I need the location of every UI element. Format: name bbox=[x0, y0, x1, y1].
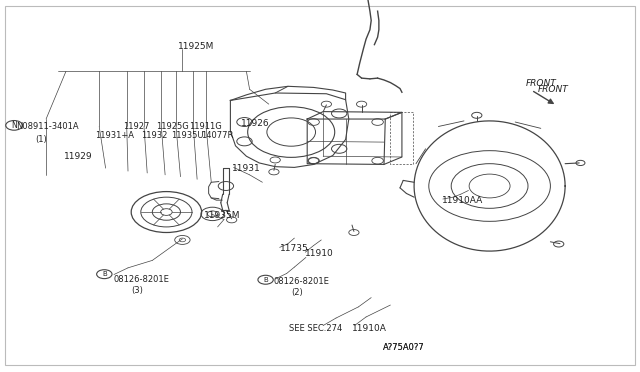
Text: 11935U: 11935U bbox=[172, 131, 204, 140]
Text: 11932: 11932 bbox=[141, 131, 167, 140]
Text: 08126-8201E: 08126-8201E bbox=[114, 275, 170, 283]
Text: 11931+A: 11931+A bbox=[95, 131, 134, 140]
Text: N08911-3401A: N08911-3401A bbox=[16, 122, 79, 131]
Text: A?75A0?7: A?75A0?7 bbox=[383, 343, 424, 352]
Text: 11910A: 11910A bbox=[352, 324, 387, 333]
Text: (1): (1) bbox=[35, 135, 47, 144]
Text: FRONT: FRONT bbox=[538, 85, 568, 94]
Text: 11929: 11929 bbox=[64, 152, 93, 161]
Text: 08126-8201E: 08126-8201E bbox=[274, 277, 330, 286]
Text: 11925G: 11925G bbox=[156, 122, 189, 131]
Text: 11935M: 11935M bbox=[204, 211, 240, 219]
Text: 11925M: 11925M bbox=[178, 42, 214, 51]
Text: 14077R: 14077R bbox=[201, 131, 234, 140]
Text: B: B bbox=[263, 277, 268, 283]
Text: (3): (3) bbox=[131, 286, 143, 295]
Text: SEE SEC.274: SEE SEC.274 bbox=[289, 324, 342, 333]
Text: 11911G: 11911G bbox=[189, 122, 221, 131]
Text: N: N bbox=[12, 121, 17, 130]
Text: 11927: 11927 bbox=[124, 122, 150, 131]
Text: FRONT: FRONT bbox=[526, 79, 557, 88]
Text: 11910: 11910 bbox=[305, 249, 333, 258]
Text: 11926: 11926 bbox=[241, 119, 269, 128]
Text: B: B bbox=[102, 271, 107, 277]
Text: 11931: 11931 bbox=[232, 164, 260, 173]
Text: 11910AA: 11910AA bbox=[442, 196, 483, 205]
Text: A?75A0?7: A?75A0?7 bbox=[383, 343, 424, 352]
Text: (2): (2) bbox=[291, 288, 303, 297]
Text: 11735: 11735 bbox=[280, 244, 308, 253]
